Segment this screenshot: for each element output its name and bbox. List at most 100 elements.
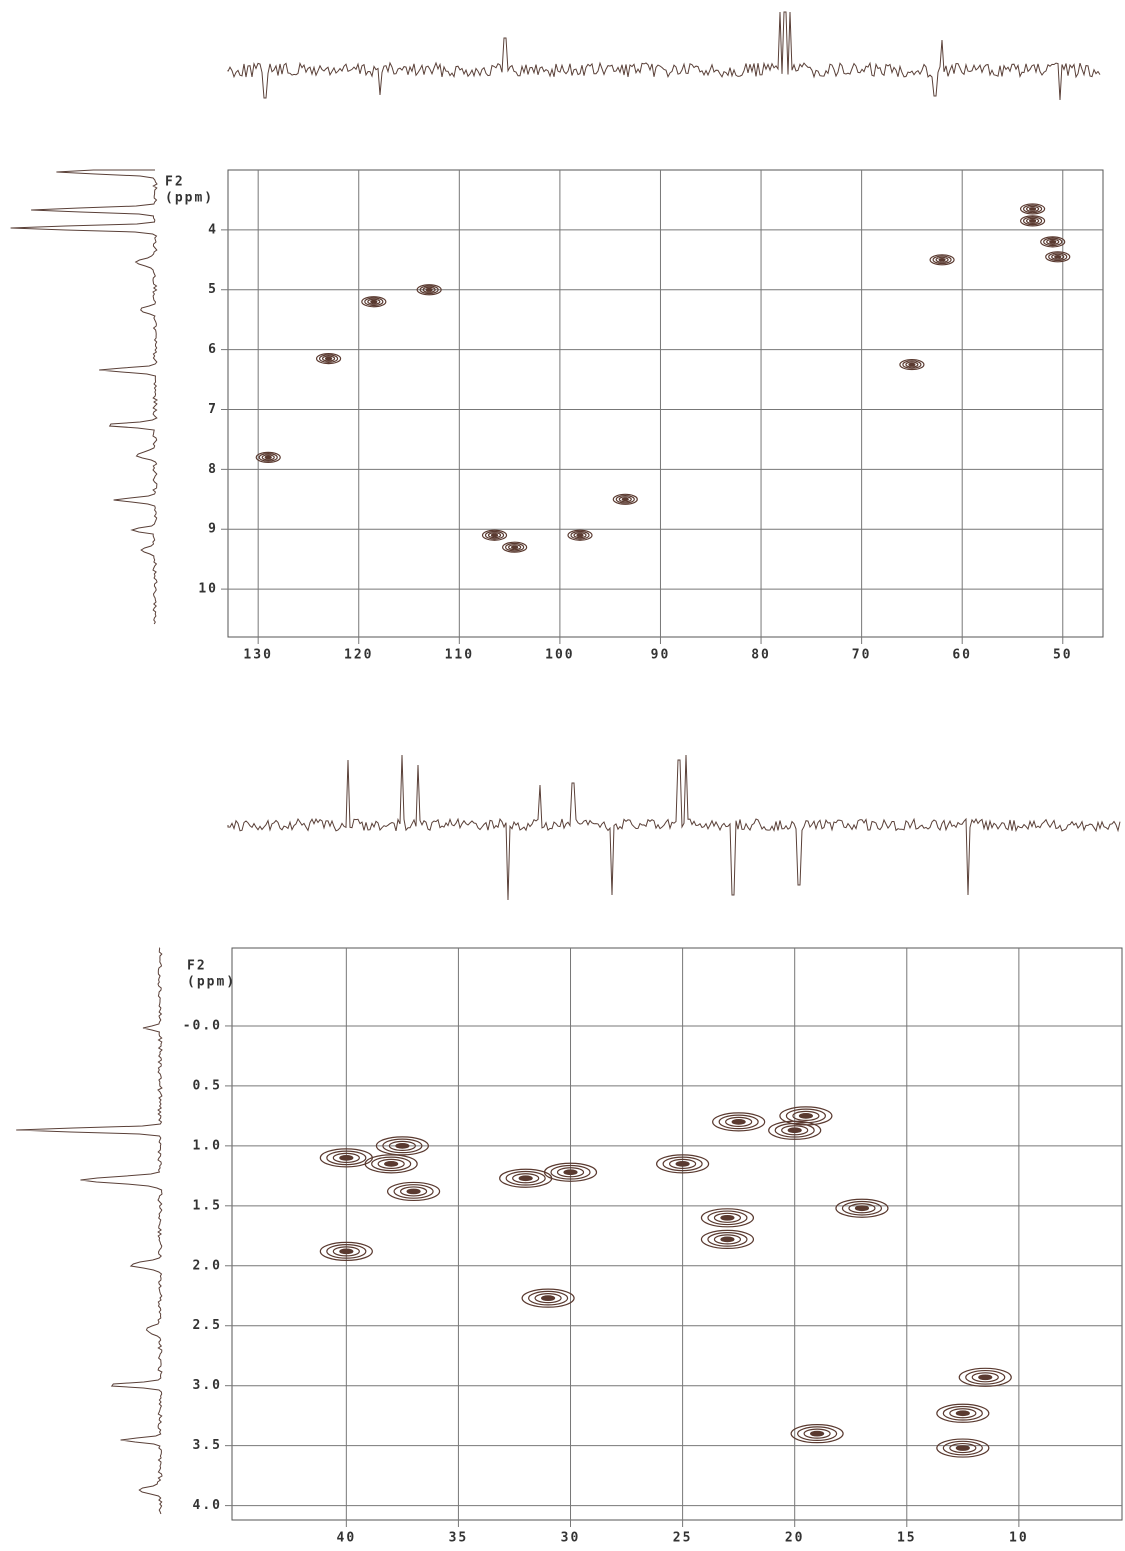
- cross-peak: [521, 1288, 575, 1308]
- contour-ring: [935, 256, 949, 263]
- contour-ring: [487, 532, 502, 539]
- contour-ring: [774, 1122, 815, 1138]
- contour-ring: [484, 530, 505, 540]
- contour-ring: [499, 1168, 553, 1188]
- cross-peak: [612, 493, 638, 505]
- contour-ring: [958, 1367, 1012, 1387]
- contour-ring: [1025, 205, 1040, 213]
- contour-ring: [1028, 207, 1037, 211]
- x-tick-label: 40: [337, 1531, 357, 1546]
- y-tick-label: 7: [208, 402, 218, 417]
- y-tick-label: 10: [198, 582, 218, 597]
- contour-ring: [798, 1113, 814, 1119]
- contour-ring: [512, 1173, 540, 1184]
- contour-ring: [332, 1246, 360, 1257]
- x-tick-label: 60: [952, 648, 972, 663]
- cross-peak: [481, 529, 508, 541]
- cross-peak: [361, 296, 387, 308]
- contour-ring: [1022, 216, 1043, 226]
- cross-peak: [567, 529, 593, 541]
- contour-ring: [1054, 254, 1062, 259]
- contour-ring: [422, 286, 436, 293]
- cross-peak: [1019, 203, 1046, 215]
- contour-ring: [790, 1424, 844, 1444]
- contour-ring: [505, 542, 525, 552]
- contour-ring: [518, 1175, 533, 1182]
- contour-ring: [540, 1295, 556, 1302]
- contour-ring: [326, 1150, 367, 1166]
- contour-ring: [375, 1136, 429, 1156]
- y-tick-label: 5: [208, 282, 218, 297]
- cross-peak: [416, 284, 442, 296]
- contour-ring: [1046, 238, 1060, 245]
- projection-trace: [16, 947, 163, 1515]
- contour-ring: [612, 493, 638, 505]
- contour-ring: [384, 1160, 399, 1167]
- contour-ring: [675, 1160, 690, 1167]
- plot-frame: [231, 947, 1123, 1521]
- contour-ring: [731, 1119, 746, 1125]
- x-tick-label: 100: [545, 648, 574, 663]
- x-tick-label: 20: [785, 1531, 805, 1546]
- y-tick-label: 0.5: [193, 1078, 222, 1093]
- x-tick-label: 50: [1053, 648, 1073, 663]
- contour-ring: [1051, 253, 1065, 260]
- contour-ring: [1045, 251, 1071, 263]
- contour-ring: [965, 1369, 1006, 1385]
- cross-peak: [319, 1241, 373, 1261]
- contour-ring: [797, 1426, 838, 1442]
- y-tick-label: 4: [208, 222, 218, 237]
- contour-ring: [505, 1170, 546, 1186]
- contour-ring: [570, 530, 590, 540]
- contour-ring: [321, 355, 336, 362]
- contour-ring: [938, 257, 946, 262]
- contour-ring: [905, 361, 919, 368]
- contour-ring: [781, 1125, 809, 1136]
- y-axis-label: F2: [187, 959, 207, 974]
- cross-peak: [768, 1120, 822, 1140]
- contour-ring: [339, 1248, 354, 1255]
- contour-ring: [787, 1127, 802, 1134]
- cross-peak: [375, 1136, 429, 1156]
- contour-ring: [550, 1164, 591, 1180]
- contour-ring: [908, 362, 916, 367]
- contour-ring: [656, 1154, 710, 1174]
- contour-ring: [792, 1110, 820, 1121]
- contour-ring: [720, 1214, 735, 1221]
- contour-ring: [416, 284, 442, 296]
- contour-ring: [949, 1408, 977, 1419]
- contour-ring: [573, 532, 587, 539]
- cross-peak: [936, 1438, 990, 1458]
- contour-ring: [835, 1198, 889, 1218]
- contour-ring: [324, 356, 333, 361]
- contour-ring: [713, 1212, 742, 1223]
- contour-ring: [258, 453, 278, 462]
- cross-peak: [386, 1181, 441, 1202]
- contour-ring: [615, 494, 635, 504]
- contour-ring: [399, 1186, 428, 1197]
- contour-ring: [899, 358, 925, 371]
- contour-ring: [1040, 236, 1066, 248]
- y-tick-label: 6: [208, 342, 218, 357]
- contour-ring: [707, 1232, 748, 1247]
- contour-ring: [936, 1438, 990, 1458]
- contour-ring: [382, 1138, 423, 1154]
- contour-ring: [713, 1234, 742, 1245]
- contour-ring: [425, 287, 433, 292]
- projection-trace: [227, 11, 1101, 101]
- cross-peak: [364, 1154, 418, 1174]
- contour-ring: [332, 1152, 360, 1163]
- contour-ring: [508, 544, 522, 551]
- x-tick-label: 130: [243, 648, 272, 663]
- contour-ring: [567, 529, 593, 541]
- contour-ring: [502, 541, 528, 553]
- x-tick-label: 10: [1009, 1531, 1029, 1546]
- cross-peak: [1040, 236, 1066, 248]
- contour-ring: [388, 1140, 416, 1151]
- contour-ring: [700, 1208, 755, 1228]
- contour-ring: [942, 1440, 983, 1456]
- cross-peak: [700, 1229, 755, 1249]
- contour-ring: [393, 1184, 434, 1199]
- x-tick-label: 120: [344, 648, 373, 663]
- contour-ring: [315, 352, 342, 365]
